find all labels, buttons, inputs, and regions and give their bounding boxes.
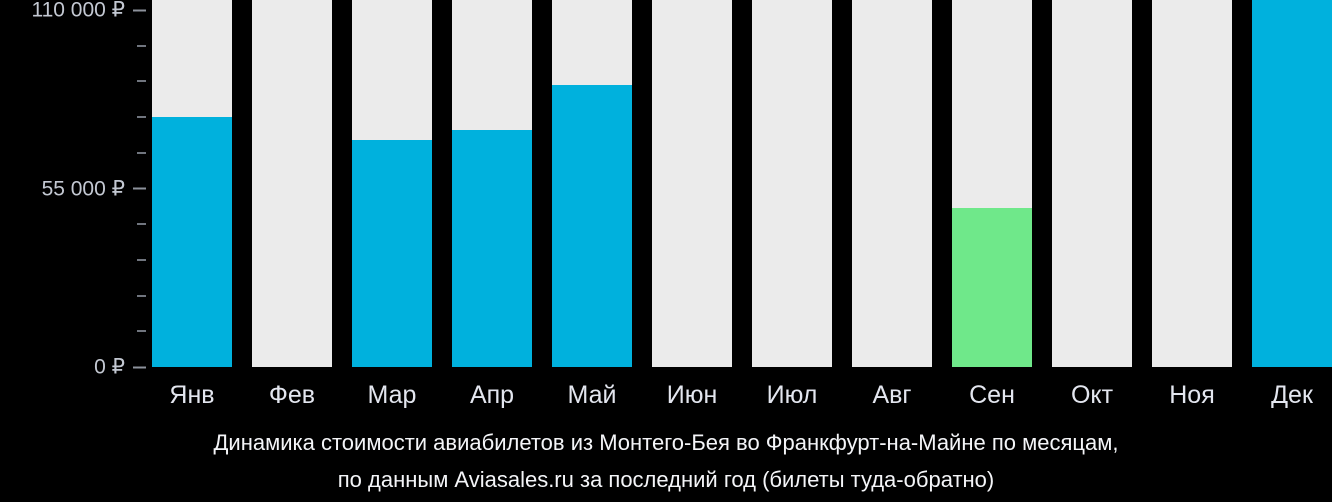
price-bar-Апр	[452, 130, 532, 367]
bar-track	[1052, 0, 1132, 367]
price-bar-Сен	[952, 208, 1032, 367]
price-bar-Дек	[1252, 0, 1332, 367]
bar-track	[152, 0, 232, 367]
bar-track	[352, 0, 432, 367]
y-minor-tick	[137, 294, 146, 297]
y-minor-tick	[137, 44, 146, 47]
tick-mark	[137, 330, 146, 333]
bar-track	[852, 0, 932, 367]
y-minor-tick	[137, 330, 146, 333]
month-label: Фев	[268, 381, 316, 409]
y-minor-tick	[137, 116, 146, 119]
bar-track	[952, 0, 1032, 367]
bar-track	[1152, 0, 1232, 367]
tick-mark	[137, 80, 146, 83]
chart-caption: Динамика стоимости авиабилетов из Монтег…	[0, 424, 1332, 498]
y-tick-label: 0 ₽	[94, 355, 146, 380]
month-label: Дек	[1271, 381, 1313, 409]
y-tick-label: 110 000 ₽	[31, 0, 146, 23]
month-label: Июн	[666, 381, 718, 409]
tick-mark	[133, 187, 146, 190]
chart-title: Динамика стоимости авиабилетов из Монтег…	[213, 430, 1119, 455]
y-minor-tick	[137, 80, 146, 83]
tick-mark	[137, 116, 146, 119]
tick-mark	[133, 366, 146, 368]
tick-mark	[137, 258, 146, 261]
tick-mark	[137, 223, 146, 226]
y-tick-text: 55 000 ₽	[41, 177, 125, 200]
bar-track	[252, 0, 332, 367]
y-minor-tick	[137, 258, 146, 261]
x-axis-labels: Янв Фев Мар Апр Май Июн Июл Авг Сен Окт Ноя Дек	[152, 381, 1332, 410]
tick-mark	[137, 294, 146, 297]
bar-track	[452, 0, 532, 367]
month-label: Ноя	[1169, 381, 1215, 409]
bar-track	[1252, 0, 1332, 367]
month-label: Май	[567, 381, 617, 409]
plot-area	[152, 0, 1332, 367]
tick-mark	[137, 151, 146, 154]
bar-track	[652, 0, 732, 367]
y-tick-text: 110 000 ₽	[31, 0, 125, 22]
y-tick-label: 55 000 ₽	[42, 176, 146, 201]
month-label: Авг	[872, 381, 912, 409]
month-label: Окт	[1070, 381, 1114, 409]
y-minor-tick	[137, 151, 146, 154]
price-bar-Май	[552, 84, 632, 367]
y-axis: 110 000 ₽ 55 000 ₽ 0 ₽	[0, 0, 146, 380]
y-tick-text: 0 ₽	[94, 355, 125, 379]
month-label: Апр	[469, 381, 515, 409]
chart-subtitle: по данным Aviasales.ru за последний год …	[337, 467, 995, 492]
price-bar-Мар	[352, 139, 432, 367]
price-bar-Янв	[152, 117, 232, 367]
month-label: Янв	[169, 381, 215, 409]
tick-mark	[133, 9, 146, 11]
tick-mark	[137, 44, 146, 47]
month-label: Июл	[766, 381, 818, 409]
y-minor-tick	[137, 223, 146, 226]
month-label: Сен	[969, 381, 1015, 409]
month-label: Мар	[367, 381, 417, 409]
bar-track	[552, 0, 632, 367]
bar-track	[752, 0, 832, 367]
